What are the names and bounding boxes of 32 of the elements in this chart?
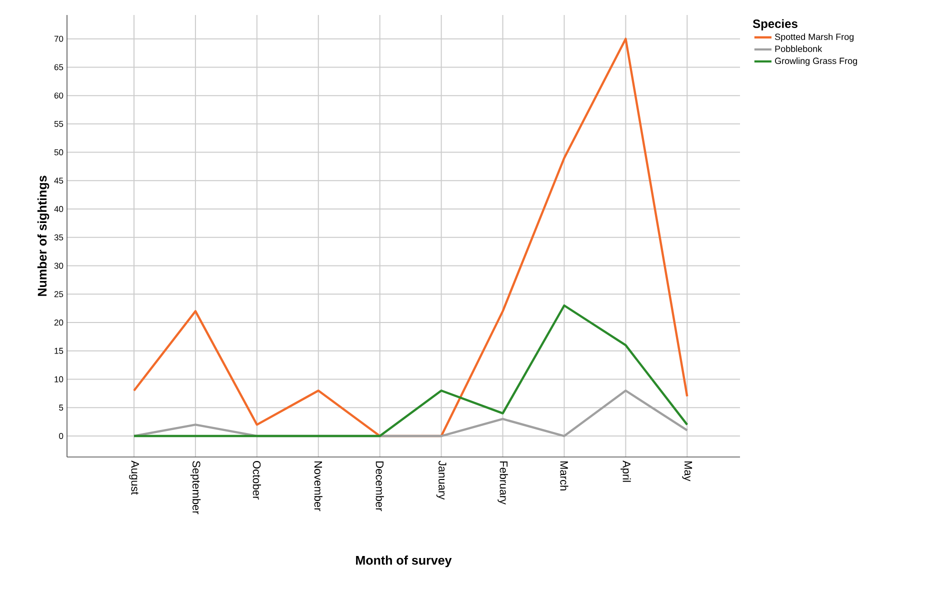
y-tick-label: 40 — [54, 206, 64, 212]
y-tick-label: 0 — [59, 433, 64, 440]
y-tick-label: 25 — [54, 291, 64, 298]
y-tick-label: 45 — [54, 178, 64, 184]
x-tick-label: December — [376, 461, 384, 512]
x-tick-label: November — [314, 461, 322, 512]
x-tick-label: May — [682, 461, 692, 482]
y-tick-label: 15 — [54, 348, 64, 354]
legend-label: Pobblebonk — [775, 45, 822, 52]
y-tick-label: 60 — [54, 92, 64, 99]
x-tick-label: February — [498, 461, 508, 505]
y-tick-label: 55 — [54, 120, 64, 127]
x-tick-label: August — [129, 460, 139, 495]
y-tick-label: 5 — [59, 404, 64, 411]
y-tick-label: 65 — [54, 64, 64, 70]
legend-label: Spotted Marsh Frog — [774, 33, 854, 42]
x-tick-label: October — [252, 461, 261, 500]
y-tick-label: 10 — [54, 376, 64, 382]
y-tick-label: 50 — [54, 149, 64, 156]
x-tick-label: March — [560, 461, 568, 490]
y-tick-label: 30 — [54, 262, 64, 269]
x-tick-label: September — [190, 461, 201, 514]
y-axis-title: Number of sightings — [37, 176, 50, 296]
legend-title: Species — [752, 19, 798, 30]
line-series — [132, 38, 688, 438]
x-tick-label: January — [436, 460, 446, 500]
x-axis-title: Month of survey — [356, 556, 452, 568]
y-tick-label: 20 — [54, 320, 64, 326]
y-tick-label: 70 — [54, 36, 64, 42]
legend-label: Growling Grass Frog — [775, 57, 857, 66]
y-tick-label: 35 — [54, 234, 64, 240]
x-tick-label: April — [620, 460, 631, 482]
